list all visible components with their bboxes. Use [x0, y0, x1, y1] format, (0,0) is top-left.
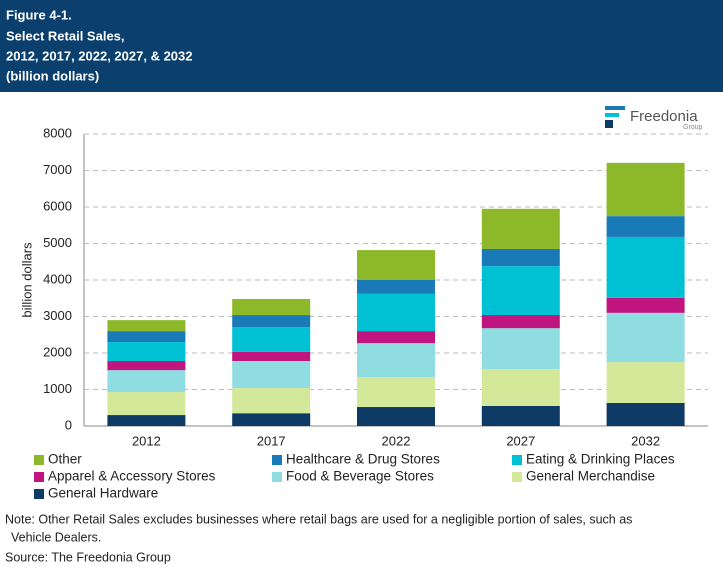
- logo-name: Freedonia: [630, 108, 698, 125]
- bar-segment: [606, 362, 685, 404]
- logo: Freedonia Group: [605, 106, 703, 131]
- bar-segment: [107, 370, 186, 393]
- x-tick-label: 2032: [631, 433, 660, 448]
- bar-segment: [232, 298, 311, 316]
- bar-segment: [606, 403, 685, 426]
- logo-sub: Group: [683, 124, 703, 131]
- header-line: (billion dollars): [6, 68, 99, 83]
- legend-label: Food & Beverage Stores: [286, 469, 434, 484]
- bar-segment: [107, 342, 186, 362]
- legend-label: General Merchandise: [526, 469, 655, 484]
- legend-swatch: [34, 472, 44, 482]
- legend-swatch: [34, 455, 44, 465]
- legend-label: Eating & Drinking Places: [526, 452, 675, 467]
- y-tick-label: 0: [65, 417, 72, 432]
- y-tick-label: 7000: [43, 162, 72, 177]
- source: Source: The Freedonia Group: [5, 550, 171, 564]
- bar-segment: [357, 407, 435, 426]
- y-tick-label: 8000: [43, 125, 72, 140]
- legend-swatch: [272, 455, 282, 465]
- bar-segment: [357, 331, 435, 344]
- header-line: Select Retail Sales,: [6, 28, 125, 43]
- note: Note: Other Retail Sales excludes busine…: [5, 512, 632, 526]
- bar-segment: [606, 297, 685, 313]
- y-tick-label: 1000: [43, 381, 72, 396]
- x-tick-label: 2027: [506, 433, 535, 448]
- legend-label: Apparel & Accessory Stores: [48, 469, 216, 484]
- bar-segment: [481, 369, 560, 406]
- bar-segment: [357, 293, 435, 332]
- legend-label: Healthcare & Drug Stores: [286, 452, 440, 467]
- bar-segment: [107, 415, 186, 426]
- legend-swatch: [34, 489, 44, 499]
- legend-swatch: [512, 472, 522, 482]
- bar-segment: [606, 162, 685, 217]
- bar-segment: [481, 248, 560, 267]
- header-band: [0, 0, 723, 92]
- x-tick-label: 2012: [132, 433, 161, 448]
- header-line: Figure 4-1.: [6, 7, 72, 22]
- bar-segment: [232, 327, 311, 352]
- legend-label: Other: [48, 452, 82, 467]
- bar-segment: [107, 361, 186, 371]
- y-tick-label: 6000: [43, 198, 72, 213]
- x-tick-label: 2022: [382, 433, 411, 448]
- x-tick-label: 2017: [257, 433, 286, 448]
- bar-segment: [232, 351, 311, 362]
- bar-segment: [481, 266, 560, 316]
- legend-swatch: [512, 455, 522, 465]
- header-line: 2012, 2017, 2022, 2027, & 2032: [6, 48, 193, 63]
- bar-segment: [357, 343, 435, 378]
- bar-segment: [232, 413, 311, 426]
- bar-segment: [107, 320, 186, 332]
- bar-segment: [357, 280, 435, 294]
- bar-segment: [606, 236, 685, 298]
- bar-segment: [357, 377, 435, 408]
- bar-segment: [107, 331, 186, 343]
- legend-swatch: [272, 472, 282, 482]
- bar-segment: [481, 405, 560, 426]
- note: Vehicle Dealers.: [11, 530, 101, 544]
- bar-segment: [481, 328, 560, 370]
- bar-segment: [232, 388, 311, 414]
- y-axis-label: billion dollars: [19, 242, 34, 318]
- y-tick-label: 4000: [43, 271, 72, 286]
- y-tick-label: 2000: [43, 344, 72, 359]
- bar-segment: [232, 361, 311, 389]
- bar-segment: [107, 392, 186, 416]
- y-tick-label: 5000: [43, 235, 72, 250]
- y-tick-label: 3000: [43, 308, 72, 323]
- bar-segment: [232, 315, 311, 328]
- bar-segment: [481, 315, 560, 329]
- bar-segment: [481, 208, 560, 249]
- bar-segment: [606, 216, 685, 237]
- legend-label: General Hardware: [48, 486, 158, 501]
- bar-segment: [357, 250, 435, 280]
- bar-segment: [606, 312, 685, 363]
